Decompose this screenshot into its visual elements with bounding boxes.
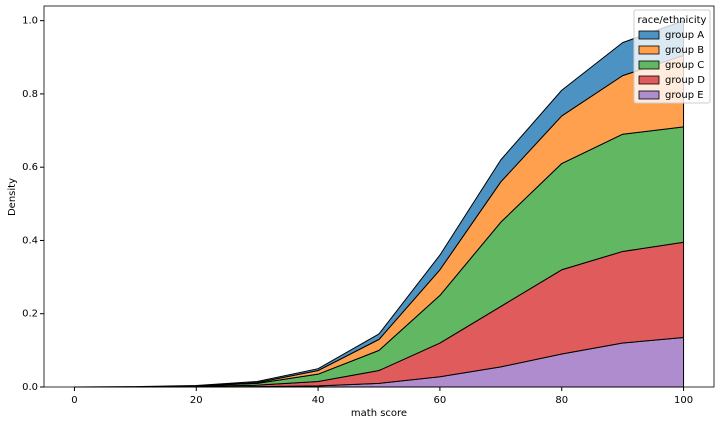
legend-label: group B	[665, 45, 704, 56]
x-tick-label: 20	[190, 395, 203, 406]
plot-frame	[43, 5, 715, 388]
y-tick-label: 0.2	[22, 309, 38, 320]
x-tick-label: 100	[674, 395, 693, 406]
y-tick-label: 0.8	[22, 89, 38, 100]
y-tick-label: 0.6	[22, 162, 38, 173]
legend-title: race/ethnicity	[638, 15, 707, 26]
x-tick-label: 0	[71, 395, 77, 406]
x-tick-label: 60	[434, 395, 447, 406]
legend-swatch	[638, 90, 660, 100]
legend-label: group D	[665, 75, 705, 86]
legend-label: group C	[665, 60, 704, 71]
legend-label: group A	[665, 30, 704, 41]
y-tick-label: 0.0	[22, 382, 38, 393]
y-tick-label: 0.4	[22, 235, 38, 246]
y-tick-label: 1.0	[22, 16, 38, 27]
x-tick-label: 80	[555, 395, 568, 406]
legend-swatch	[638, 45, 660, 55]
x-axis-label: math score	[351, 408, 407, 419]
legend-swatch	[638, 75, 660, 85]
legend-swatch	[638, 60, 660, 70]
y-axis-label: Density	[7, 178, 18, 216]
legend-label: group E	[665, 90, 704, 101]
x-tick-label: 40	[312, 395, 325, 406]
legend-swatch	[638, 30, 660, 40]
